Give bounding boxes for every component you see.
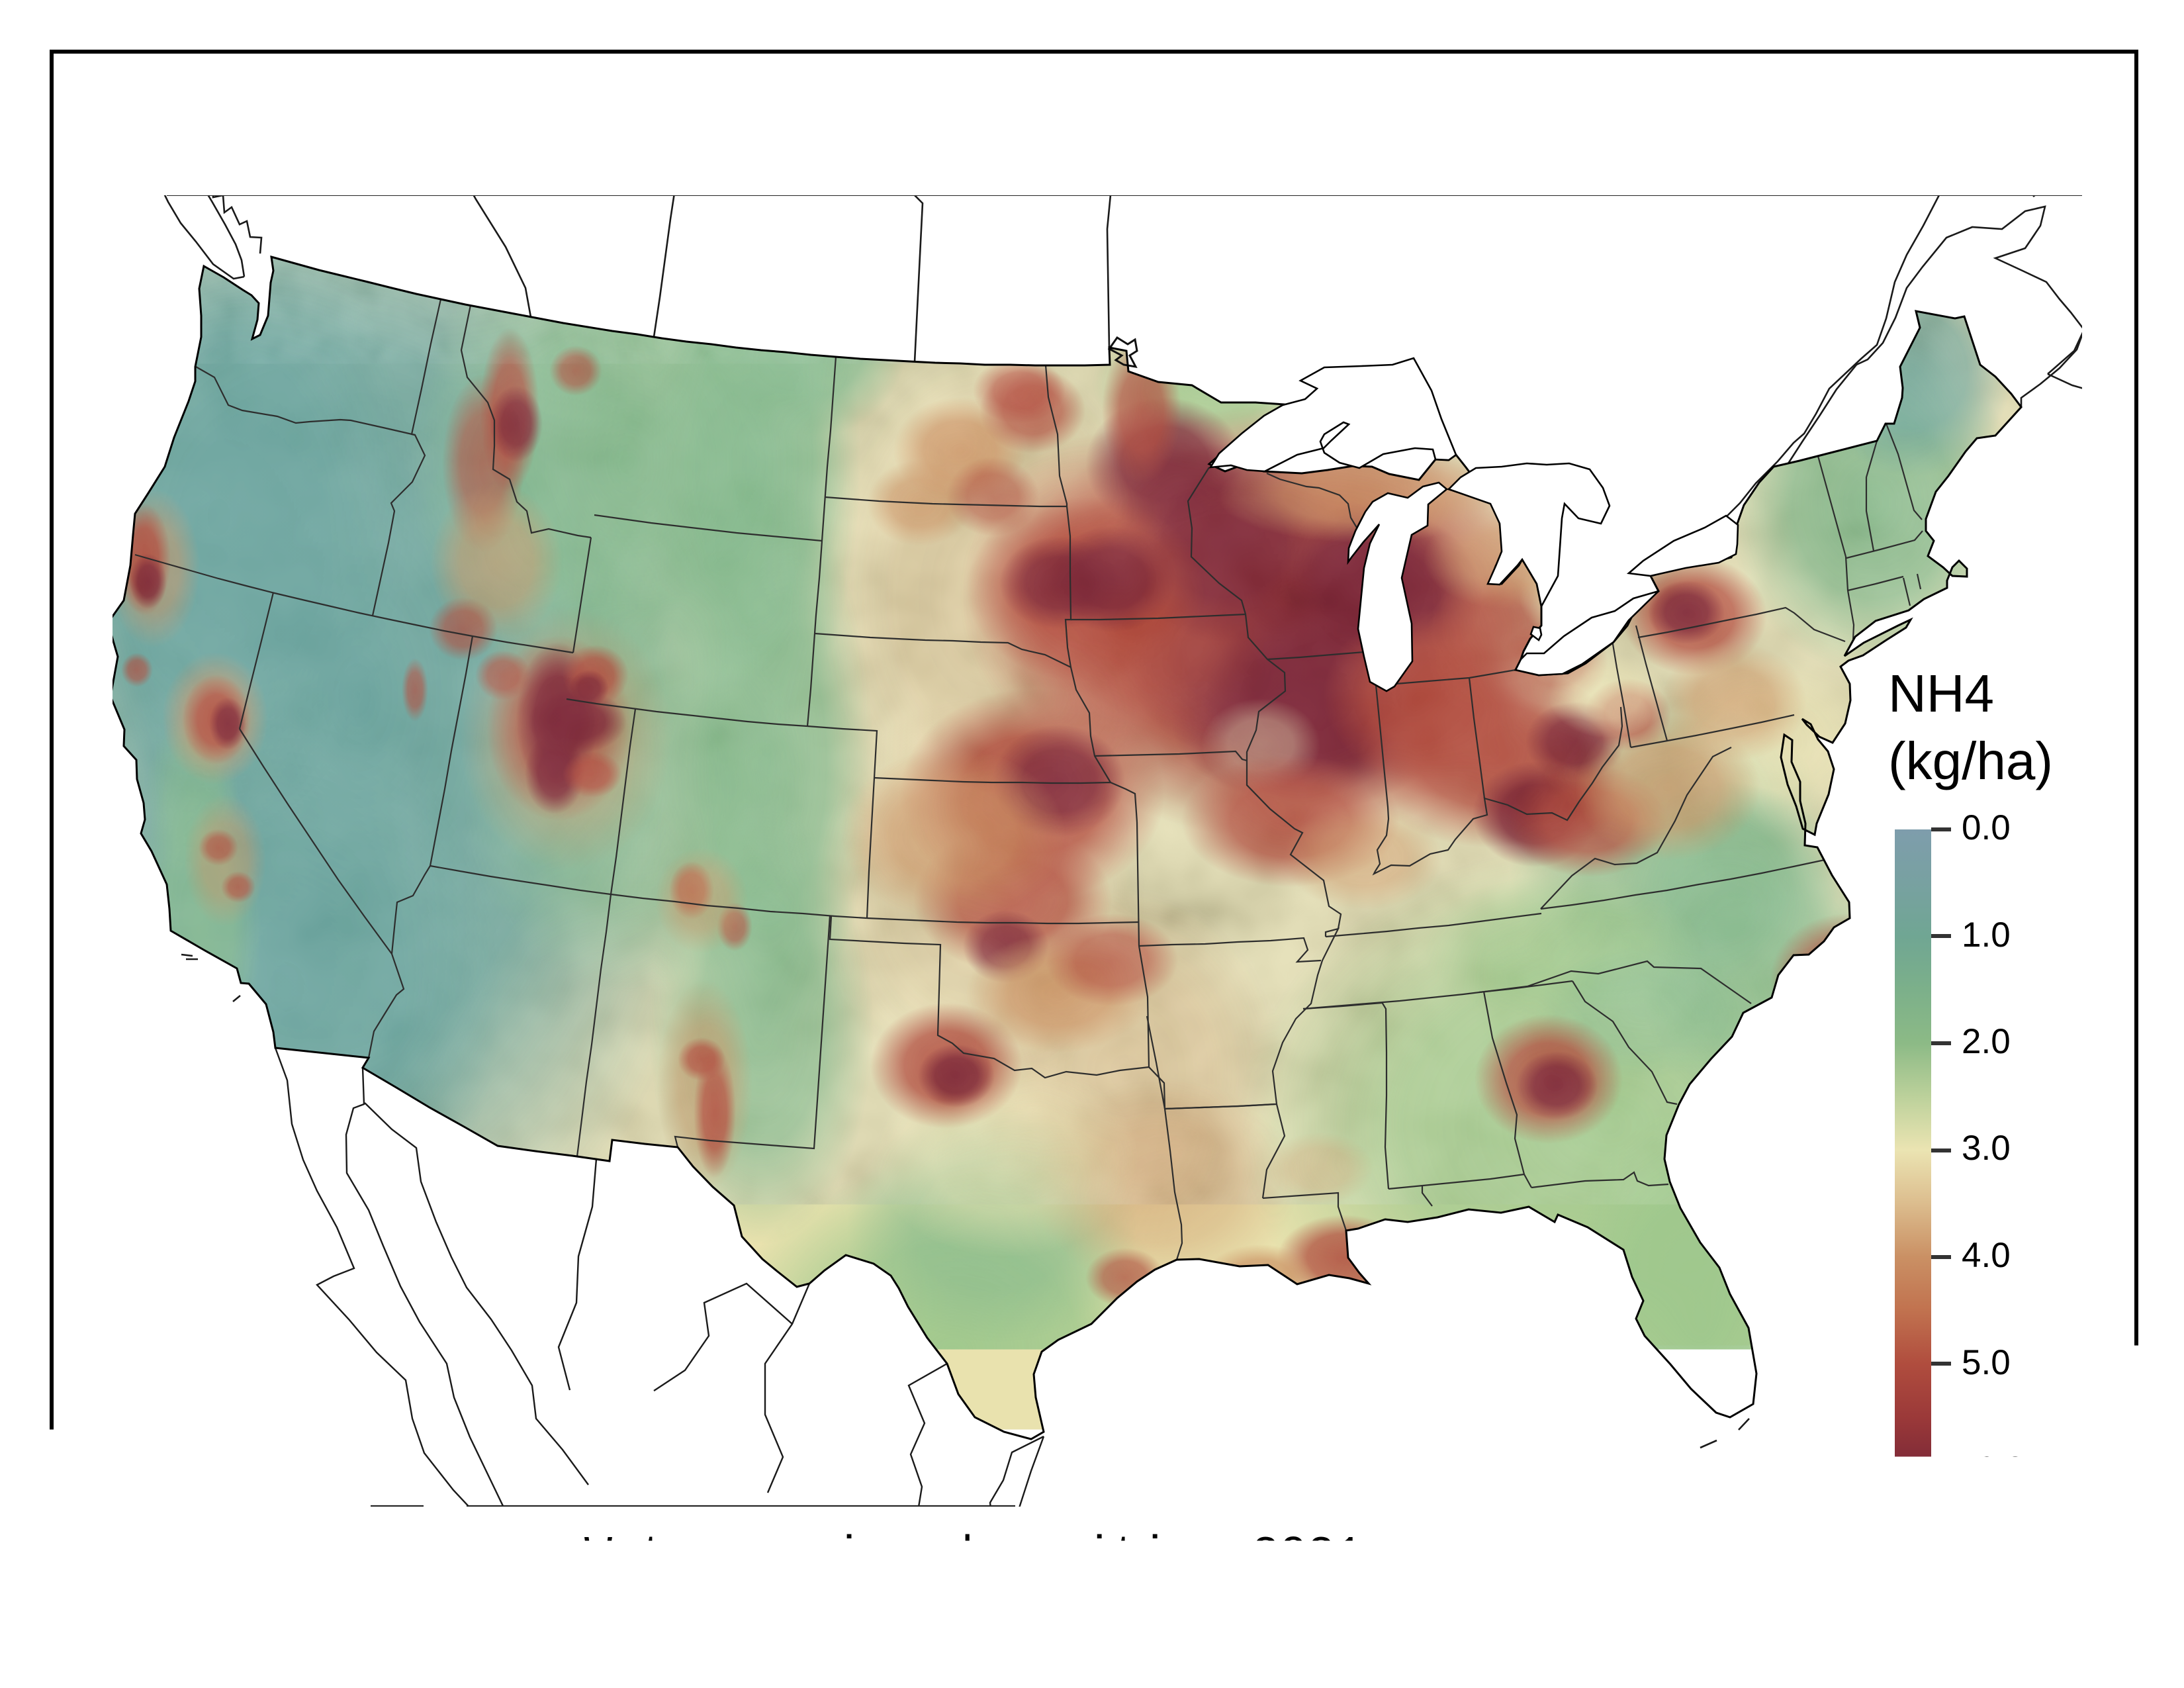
svg-text:NH4: NH4	[1888, 664, 1994, 723]
svg-text:>6.0: >6.0	[1956, 1450, 2025, 1489]
svg-text:3.0: 3.0	[1962, 1129, 2011, 1168]
svg-text:Wet ammonium deposition 2021: Wet ammonium deposition 2021	[584, 1530, 1363, 1582]
svg-text:2.0: 2.0	[1962, 1022, 2011, 1061]
svg-text:4.0: 4.0	[1962, 1236, 2011, 1275]
svg-text:Source: NADP, PRISM: Source: NADP, PRISM	[103, 1590, 540, 1633]
svg-text:(kg/ha): (kg/ha)	[1888, 731, 2053, 790]
svg-text:5.0: 5.0	[1962, 1343, 2011, 1382]
svg-text:0.0: 0.0	[1962, 808, 2011, 847]
svg-text:1.0: 1.0	[1962, 915, 2011, 955]
svg-text:USEPA 04/16/24: USEPA 04/16/24	[1763, 1591, 2085, 1634]
